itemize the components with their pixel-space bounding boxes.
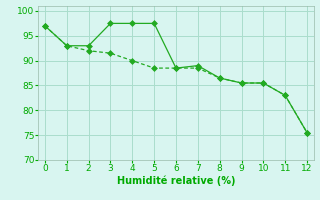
X-axis label: Humidité relative (%): Humidité relative (%) [117, 176, 235, 186]
